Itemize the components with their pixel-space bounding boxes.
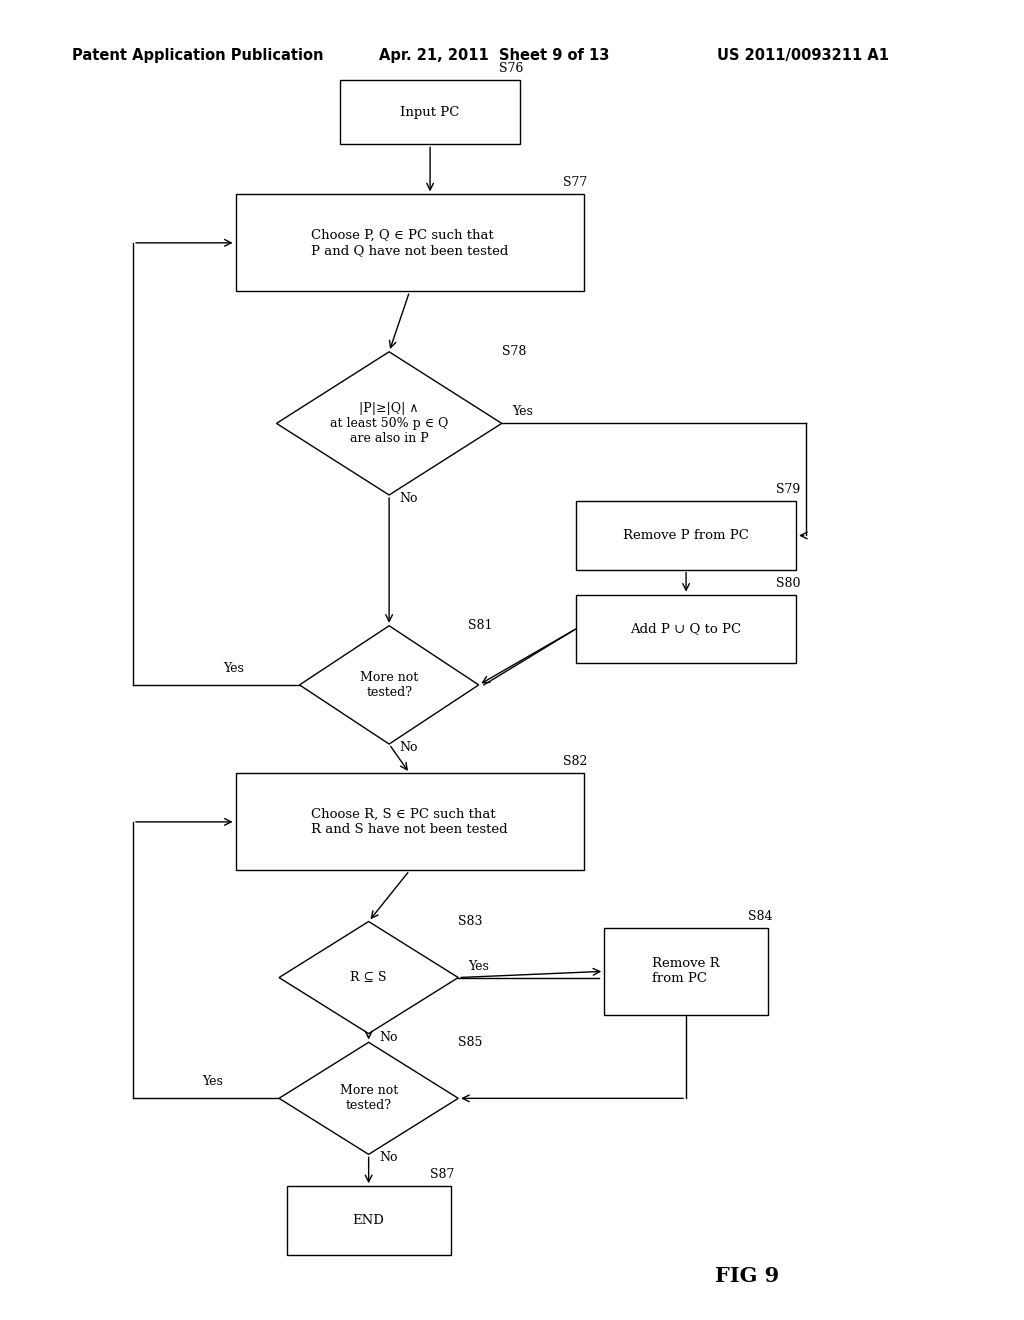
- Text: S78: S78: [502, 345, 526, 358]
- Bar: [236, 194, 584, 292]
- Text: Yes: Yes: [222, 661, 244, 675]
- Bar: [604, 928, 768, 1015]
- Text: Choose P, Q ∈ PC such that
P and Q have not been tested: Choose P, Q ∈ PC such that P and Q have …: [311, 228, 508, 257]
- Bar: [340, 79, 520, 144]
- Text: S79: S79: [776, 483, 800, 496]
- Bar: [236, 774, 584, 870]
- Text: US 2011/0093211 A1: US 2011/0093211 A1: [717, 48, 889, 62]
- Text: No: No: [379, 1031, 397, 1044]
- Text: S84: S84: [748, 909, 772, 923]
- Bar: [575, 594, 797, 663]
- Text: Remove R
from PC: Remove R from PC: [652, 957, 720, 985]
- Text: Remove P from PC: Remove P from PC: [624, 529, 749, 543]
- Text: S77: S77: [563, 177, 588, 189]
- Text: Add P ∪ Q to PC: Add P ∪ Q to PC: [631, 622, 741, 635]
- Polygon shape: [279, 921, 459, 1034]
- Polygon shape: [276, 352, 502, 495]
- Text: |P|≥|Q| ∧
at least 50% p ∈ Q
are also in P: |P|≥|Q| ∧ at least 50% p ∈ Q are also in…: [330, 401, 449, 445]
- Text: More not
tested?: More not tested?: [340, 1084, 397, 1113]
- Polygon shape: [299, 626, 479, 744]
- Text: R ⊆ S: R ⊆ S: [350, 972, 387, 983]
- Text: END: END: [352, 1214, 385, 1226]
- Text: Yes: Yes: [202, 1076, 223, 1089]
- Text: S85: S85: [459, 1035, 482, 1048]
- Text: S80: S80: [776, 577, 800, 590]
- Text: S83: S83: [459, 915, 482, 928]
- Text: Yes: Yes: [469, 960, 489, 973]
- Text: S82: S82: [563, 755, 588, 768]
- Text: Apr. 21, 2011  Sheet 9 of 13: Apr. 21, 2011 Sheet 9 of 13: [379, 48, 609, 62]
- Text: Patent Application Publication: Patent Application Publication: [72, 48, 324, 62]
- Polygon shape: [279, 1043, 459, 1155]
- Bar: [575, 502, 797, 570]
- Text: FIG 9: FIG 9: [716, 1266, 779, 1287]
- Bar: [287, 1187, 451, 1254]
- Text: No: No: [399, 492, 418, 506]
- Text: No: No: [399, 741, 418, 754]
- Text: Choose R, S ∈ PC such that
R and S have not been tested: Choose R, S ∈ PC such that R and S have …: [311, 808, 508, 836]
- Text: Yes: Yes: [512, 405, 532, 418]
- Text: More not
tested?: More not tested?: [360, 671, 418, 698]
- Text: Input PC: Input PC: [400, 106, 460, 119]
- Text: S87: S87: [430, 1168, 455, 1181]
- Text: S81: S81: [469, 619, 493, 632]
- Text: No: No: [379, 1151, 397, 1164]
- Text: S76: S76: [499, 62, 523, 75]
